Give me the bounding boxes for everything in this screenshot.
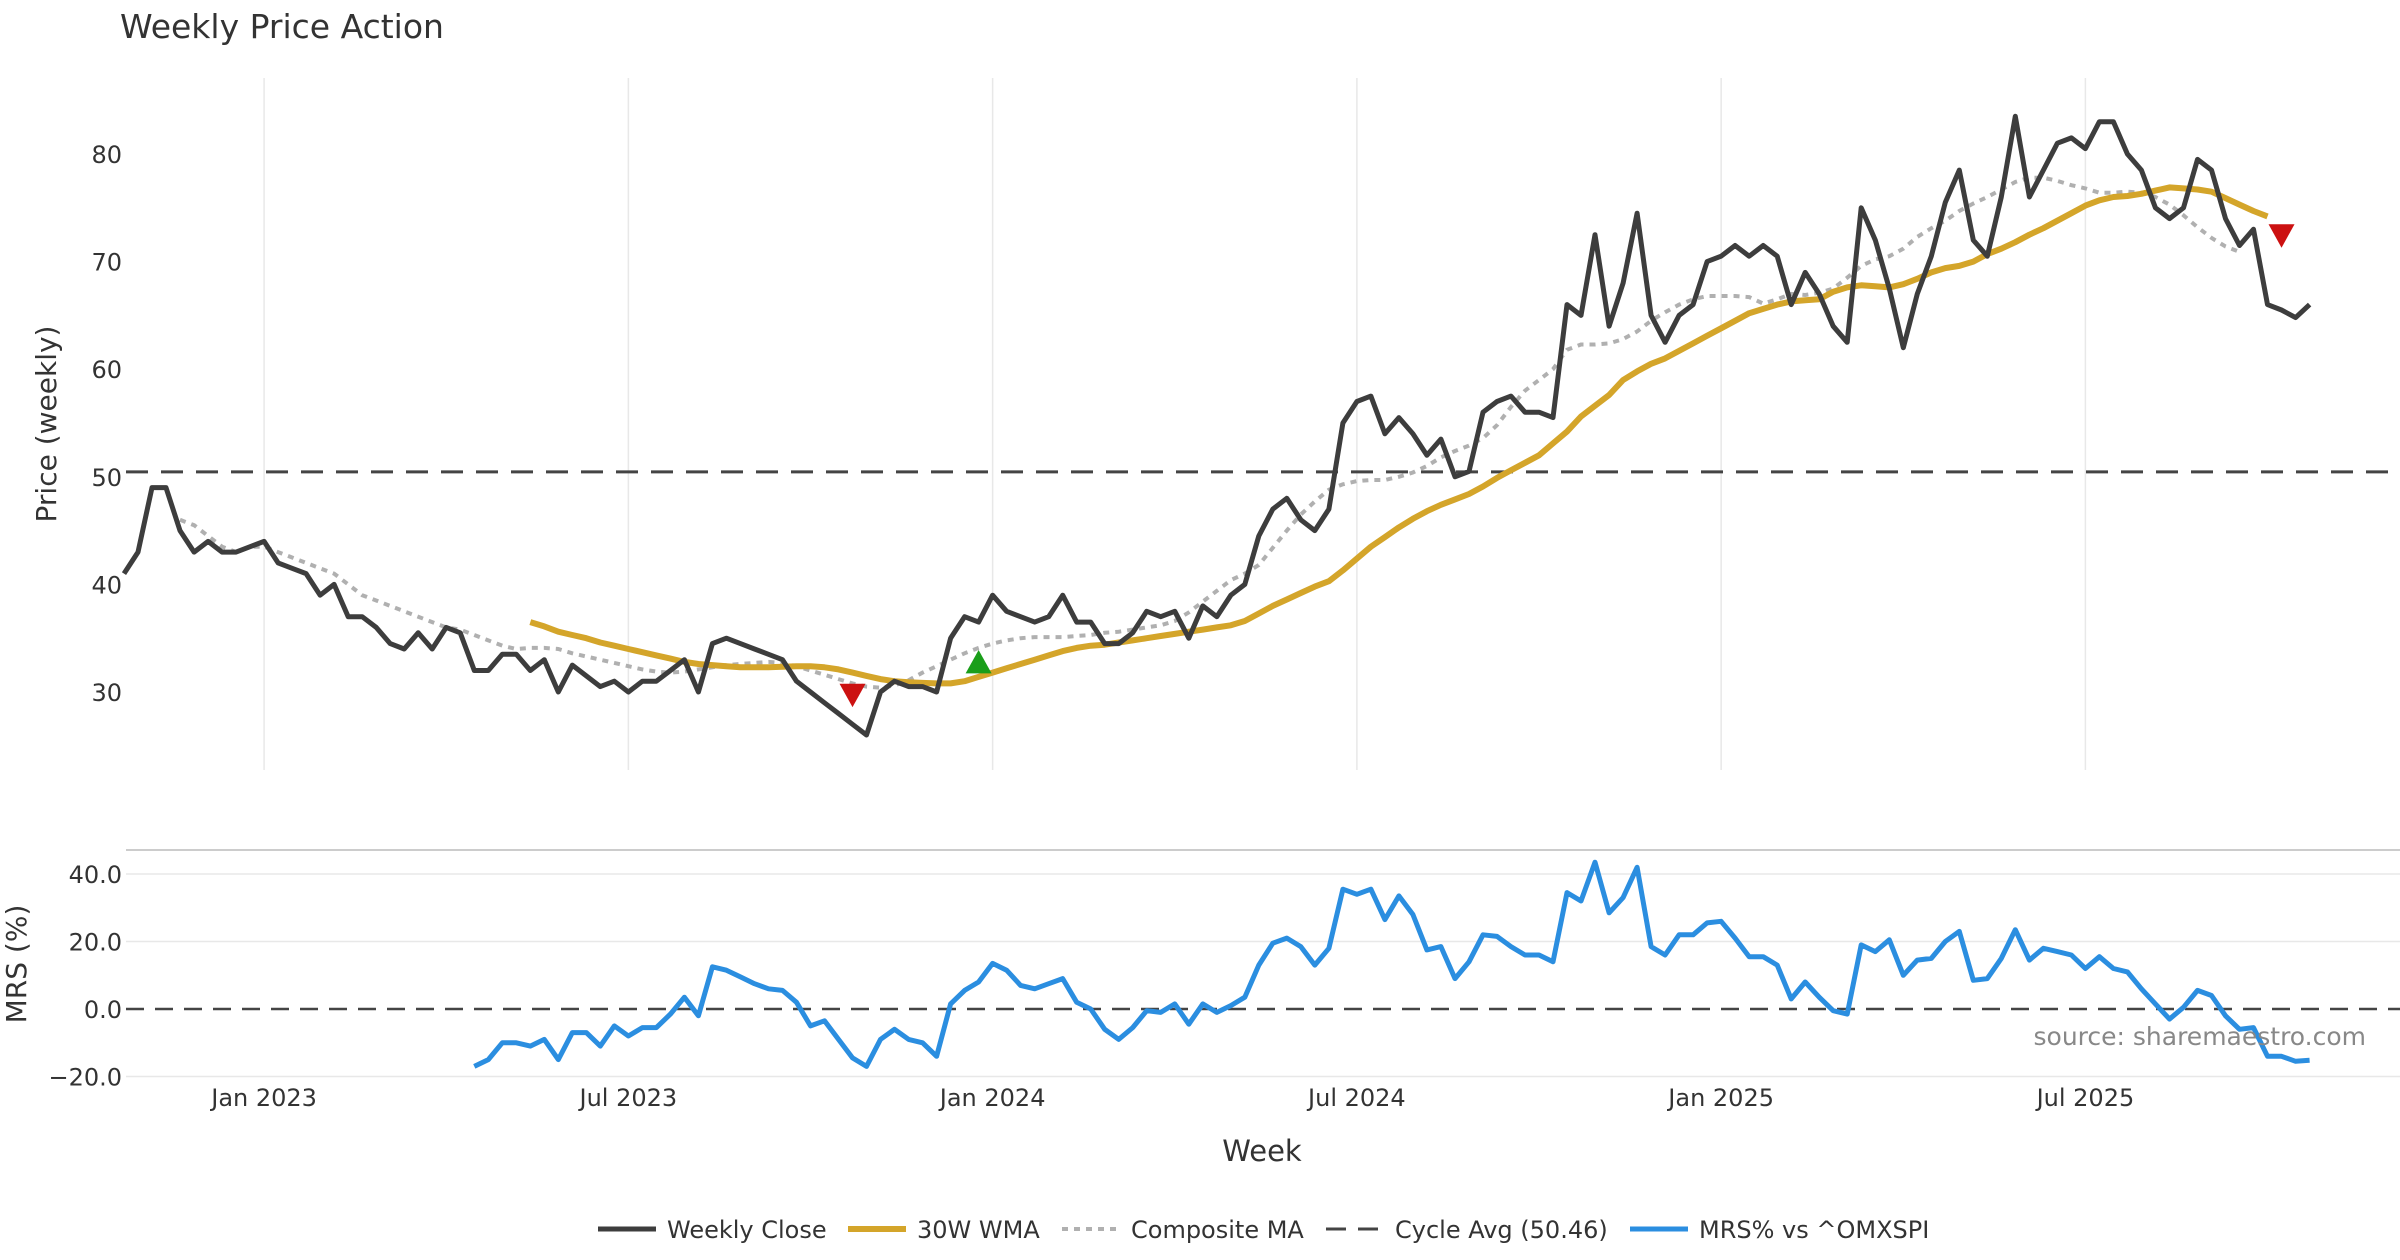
mrs-y-axis-label: MRS (%) [0, 905, 33, 1024]
price-y-axis-label: Price (weekly) [30, 326, 63, 523]
legend: Weekly Close 30W WMA Composite MA Cycle … [598, 1216, 1929, 1244]
mrs-y-tick-3: −20.0 [48, 1064, 122, 1092]
price-y-tick-5: 80 [91, 141, 122, 169]
source-note: source: sharemaestro.com [2034, 1022, 2367, 1051]
mrs-y-tick-1: 20.0 [69, 929, 122, 957]
legend-label-mrs: MRS% vs ^OMXSPI [1699, 1216, 1929, 1244]
signal-markers [839, 224, 2295, 708]
legend-label-close: Weekly Close [667, 1216, 827, 1244]
price-y-tick-4: 70 [91, 249, 122, 277]
sell-signal-marker-0 [839, 683, 866, 708]
x-axis-ticks: Jan 2023 Jul 2023 Jan 2024 Jul 2024 Jan 2025… [209, 1084, 2134, 1112]
price-grid [263, 78, 2087, 770]
mrs-y-tick-0: 40.0 [69, 861, 122, 889]
legend-label-cycle: Cycle Avg (50.46) [1395, 1216, 1608, 1244]
composite-ma-line [179, 175, 2241, 690]
x-tick-2: Jan 2024 [938, 1084, 1046, 1112]
chart-title: Weekly Price Action [120, 7, 444, 46]
legend-item-mrs: MRS% vs ^OMXSPI [1630, 1216, 1929, 1244]
buy-signal-marker-1 [965, 649, 992, 674]
weekly-close-line [121, 113, 2312, 738]
sell-signal-marker-2 [2268, 224, 2295, 248]
legend-label-wma: 30W WMA [917, 1216, 1040, 1244]
x-tick-5: Jul 2025 [2035, 1084, 2135, 1112]
price-y-ticks: 30 40 50 60 70 80 [91, 141, 122, 707]
price-y-tick-3: 60 [91, 356, 122, 384]
wma-30w-line [529, 184, 2269, 687]
x-tick-3: Jul 2024 [1306, 1084, 1406, 1112]
mrs-y-ticks: 40.0 20.0 0.0 −20.0 [48, 861, 122, 1092]
legend-item-wma: 30W WMA [848, 1216, 1040, 1244]
x-tick-0: Jan 2023 [209, 1084, 317, 1112]
legend-item-close: Weekly Close [598, 1216, 827, 1244]
legend-label-composite: Composite MA [1131, 1216, 1304, 1244]
price-y-tick-2: 50 [91, 464, 122, 492]
mrs-y-tick-2: 0.0 [84, 996, 122, 1024]
x-tick-4: Jan 2025 [1666, 1084, 1774, 1112]
legend-item-cycle: Cycle Avg (50.46) [1326, 1216, 1608, 1244]
x-axis-label: Week [1222, 1134, 1302, 1168]
price-y-tick-0: 30 [91, 679, 122, 707]
mrs-panel: 40.0 20.0 0.0 −20.0 MRS (%) source: sharema… [0, 849, 2400, 1092]
x-tick-1: Jul 2023 [578, 1084, 678, 1112]
mrs-line [473, 859, 2310, 1069]
legend-item-composite: Composite MA [1062, 1216, 1304, 1244]
price-y-tick-1: 40 [91, 571, 122, 599]
price-panel: 30 40 50 60 70 80 Price (weekly) [30, 78, 2400, 770]
